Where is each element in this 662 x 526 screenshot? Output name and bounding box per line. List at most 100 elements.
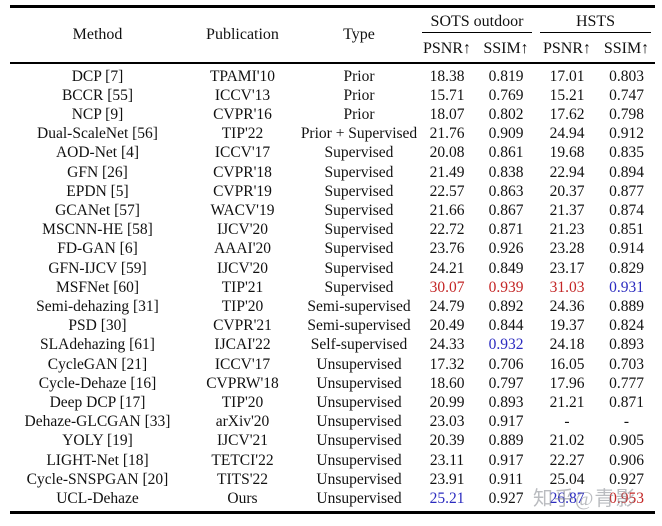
publication-cell: TIP'20 xyxy=(221,393,264,411)
sots-ssim-cell: 0.849 xyxy=(488,259,524,277)
method-cell: MSFNet [60] xyxy=(55,278,140,296)
table-row: GFN [26] CVPR'18 Supervised 21.49 0.838 22.94… xyxy=(10,163,655,182)
sots-ssim-cell: 0.797 xyxy=(488,374,524,392)
publication-cell: IJCAI'22 xyxy=(214,336,271,354)
sots-ssim-cell: 0.926 xyxy=(488,240,524,258)
type-cell: Prior xyxy=(343,105,375,123)
hsts-ssim-cell: 0.703 xyxy=(609,355,644,373)
sots-psnr-cell: 18.07 xyxy=(429,105,465,123)
type-cell: Unsupervised xyxy=(316,451,402,469)
hsts-psnr-cell: 24.36 xyxy=(549,297,585,315)
column-header-hsts-psnr: PSNR↑ xyxy=(542,39,592,57)
method-cell: YOLY [19] xyxy=(62,432,133,450)
group-header-sots-outdoor-label: SOTS outdoor xyxy=(422,11,532,33)
hsts-psnr-cell: 25.04 xyxy=(549,470,585,488)
sots-ssim-cell: 0.838 xyxy=(488,163,524,181)
hsts-psnr-cell: - xyxy=(564,413,570,431)
method-cell: Semi-dehazing [31] xyxy=(36,297,159,315)
results-table: Method Publication Type SOTS outdoor HST… xyxy=(10,5,655,515)
type-cell: Supervised xyxy=(324,182,394,200)
type-cell: Unsupervised xyxy=(316,393,402,411)
hsts-ssim-cell: 0.912 xyxy=(609,125,644,143)
hsts-ssim-cell: 0.927 xyxy=(609,470,644,488)
publication-cell: CVPR'16 xyxy=(213,105,272,123)
table-row: GFN-IJCV [59] IJCV'20 Supervised 24.21 0.849… xyxy=(10,259,655,278)
type-cell: Supervised xyxy=(324,201,394,219)
table-row: CycleGAN [21] ICCV'17 Unsupervised 17.32 0.7… xyxy=(10,355,655,374)
sots-psnr-cell: 20.99 xyxy=(429,393,465,411)
method-cell: Deep DCP [17] xyxy=(49,393,146,411)
hsts-psnr-cell: 17.96 xyxy=(549,374,585,392)
hsts-psnr-cell: 19.37 xyxy=(549,317,585,335)
column-header-sots-ssim: SSIM↑ xyxy=(483,39,529,57)
hsts-psnr-cell: 16.05 xyxy=(549,355,585,373)
sots-psnr-cell: 24.33 xyxy=(429,336,465,354)
publication-cell: IJCV'20 xyxy=(216,259,269,277)
table-row: AOD-Net [4] ICCV'17 Supervised 20.08 0.861 19… xyxy=(10,143,655,162)
hsts-ssim-cell: 0.835 xyxy=(609,144,644,162)
sots-psnr-cell: 23.91 xyxy=(429,470,465,488)
hsts-ssim-cell: 0.953 xyxy=(609,489,644,507)
type-cell: Prior + Supervised xyxy=(300,125,418,143)
sots-ssim-cell: 0.917 xyxy=(488,413,524,431)
sots-psnr-cell: 21.49 xyxy=(429,163,465,181)
method-cell: BCCR [55] xyxy=(61,86,134,104)
publication-cell: TIP'20 xyxy=(221,297,264,315)
hsts-psnr-cell: 21.37 xyxy=(549,201,585,219)
method-cell: CycleGAN [21] xyxy=(47,355,148,373)
group-header-sots-outdoor: SOTS outdoor xyxy=(418,7,536,36)
type-cell: Unsupervised xyxy=(316,489,402,507)
sots-psnr-cell: 20.08 xyxy=(429,144,465,162)
table-header: Method Publication Type SOTS outdoor HST… xyxy=(10,7,655,63)
sots-psnr-cell: 25.21 xyxy=(429,489,465,507)
hsts-ssim-cell: 0.914 xyxy=(609,240,644,258)
sots-psnr-cell: 23.11 xyxy=(429,451,465,469)
method-cell: Dual-ScaleNet [56] xyxy=(37,125,158,143)
sots-psnr-cell: 22.57 xyxy=(429,182,465,200)
sots-ssim-cell: 0.819 xyxy=(488,67,524,85)
type-cell: Supervised xyxy=(324,259,394,277)
table-row: Dehaze-GLCGAN [33] arXiv'20 Unsupervised 23… xyxy=(10,412,655,431)
publication-cell: Ours xyxy=(227,489,258,507)
hsts-ssim-cell: 0.874 xyxy=(609,201,644,219)
column-header-sots-psnr: PSNR↑ xyxy=(422,39,472,57)
hsts-psnr-cell: 22.27 xyxy=(549,451,585,469)
sots-ssim-cell: 0.706 xyxy=(488,355,524,373)
sots-ssim-cell: 0.802 xyxy=(488,105,524,123)
sots-psnr-cell: 23.76 xyxy=(429,240,465,258)
table-row: LIGHT-Net [18] TETCI'22 Unsupervised 23.11 0… xyxy=(10,451,655,470)
type-cell: Self-supervised xyxy=(310,336,408,354)
sots-psnr-cell: 18.60 xyxy=(429,374,465,392)
type-cell: Prior xyxy=(343,67,375,85)
table-row: Deep DCP [17] TIP'20 Unsupervised 20.99 0.89… xyxy=(10,393,655,412)
sots-ssim-cell: 0.867 xyxy=(488,201,524,219)
method-cell: MSCNN-HE [58] xyxy=(42,221,153,239)
sots-ssim-cell: 0.863 xyxy=(488,182,524,200)
publication-cell: TITS'22 xyxy=(216,470,268,488)
method-cell: GFN [26] xyxy=(67,163,128,181)
type-cell: Unsupervised xyxy=(316,413,402,431)
type-cell: Unsupervised xyxy=(316,374,402,392)
hsts-ssim-cell: - xyxy=(623,413,630,431)
hsts-ssim-cell: 0.905 xyxy=(609,432,644,450)
header-group-row: Method Publication Type SOTS outdoor HST… xyxy=(10,7,655,43)
group-header-hsts: HSTS xyxy=(536,7,655,36)
hsts-psnr-cell: 17.62 xyxy=(549,105,585,123)
method-cell: DCP [7] xyxy=(71,67,124,85)
hsts-ssim-cell: 0.889 xyxy=(609,297,644,315)
hsts-ssim-cell: 0.894 xyxy=(609,163,644,181)
method-cell: UCL-Dehaze xyxy=(56,489,139,507)
table-row: MSCNN-HE [58] IJCV'20 Supervised 22.72 0.871… xyxy=(10,220,655,239)
hsts-ssim-cell: 0.851 xyxy=(609,221,644,239)
publication-cell: CVPR'21 xyxy=(213,317,272,335)
sots-psnr-cell: 20.49 xyxy=(429,317,465,335)
method-cell: GFN-IJCV [59] xyxy=(48,259,147,277)
table-row: Dual-ScaleNet [56] TIP'22 Prior + Supervis… xyxy=(10,124,655,143)
hsts-psnr-cell: 26.87 xyxy=(549,489,585,507)
sots-ssim-cell: 0.861 xyxy=(488,144,524,162)
publication-cell: IJCV'20 xyxy=(216,221,269,239)
hsts-psnr-cell: 21.23 xyxy=(549,221,585,239)
hsts-ssim-cell: 0.931 xyxy=(609,278,644,296)
table-row: EPDN [5] CVPR'19 Supervised 22.57 0.863 20.37… xyxy=(10,182,655,201)
hsts-psnr-cell: 23.28 xyxy=(549,240,585,258)
